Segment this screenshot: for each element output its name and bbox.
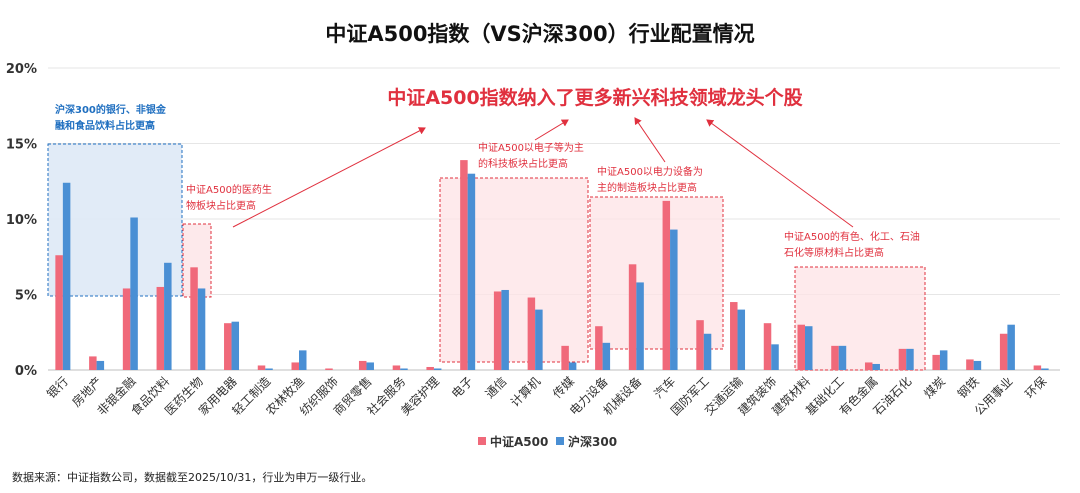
bar-csi-a500-24 <box>864 362 873 370</box>
bar-csi-300-11 <box>433 368 442 370</box>
x-tick-label: 钢铁 <box>955 374 982 401</box>
bar-csi-a500-18 <box>662 200 671 370</box>
x-axis-ticks: 银行房地产非银金融食品饮料医药生物家用电器轻工制造农林牧渔纺织服饰商贸零售社会服… <box>44 374 1049 419</box>
bar-csi-a500-4 <box>190 267 198 370</box>
bar-csi-a500-21 <box>763 323 772 370</box>
bar-csi-300-15 <box>568 362 577 370</box>
bar-csi-300-28 <box>1007 324 1015 370</box>
pharma-note-line-1: 中证A500的医药生 <box>186 183 272 196</box>
y-tick-label: 5% <box>15 289 37 304</box>
blue-note-line-1: 沪深300的银行、非银金 <box>55 103 167 116</box>
mfg-note-line-2: 主的制造板块占比更高 <box>597 181 697 194</box>
bar-csi-a500-26 <box>932 354 940 370</box>
x-tick-label: 汽车 <box>651 374 679 402</box>
headline-annotation: 中证A500指数纳入了更多新兴科技领域龙头个股 <box>387 86 802 109</box>
x-tick-label: 电子 <box>449 374 476 401</box>
x-tick-label: 传媒 <box>549 374 577 402</box>
bar-csi-a500-9 <box>358 360 367 370</box>
bar-csi-300-4 <box>197 288 206 370</box>
bar-csi-a500-6 <box>257 365 266 370</box>
bar-csi-a500-22 <box>797 324 805 370</box>
bar-csi-a500-13 <box>493 291 502 370</box>
bar-csi-a500-5 <box>224 323 232 370</box>
pharma-note-line-2: 物板块占比更高 <box>186 199 256 212</box>
source-note: 数据来源：中证指数公司，数据截至2025/10/31，行业为申万一级行业。 <box>12 470 372 484</box>
bar-csi-300-24 <box>872 363 880 370</box>
bar-csi-300-23 <box>838 345 847 370</box>
y-tick-label: 10% <box>6 213 37 228</box>
blue-note-line-2: 融和食品饮料占比更高 <box>55 119 155 132</box>
bar-series <box>55 160 1049 370</box>
arrow-pharma <box>232 127 426 228</box>
y-tick-label: 20% <box>6 62 37 77</box>
arrow-manufacturing <box>634 117 666 163</box>
bar-csi-300-9 <box>366 362 374 370</box>
bar-csi-300-1 <box>96 360 105 370</box>
bar-csi-300-2 <box>130 217 138 370</box>
bar-csi-300-20 <box>737 309 746 370</box>
bar-csi-300-25 <box>906 348 914 370</box>
bar-csi-a500-11 <box>426 366 434 370</box>
bar-csi-a500-25 <box>898 348 907 370</box>
chart-title: 中证A500指数（VS沪深300）行业配置情况 <box>325 22 754 46</box>
bar-csi-a500-12 <box>460 160 468 370</box>
bar-csi-a500-17 <box>628 264 637 370</box>
bar-csi-a500-2 <box>122 288 131 370</box>
y-axis-ticks: 0% 5% 10% 15% 20% <box>6 62 37 379</box>
bar-csi-a500-19 <box>696 320 704 370</box>
x-tick-label: 通信 <box>483 374 510 401</box>
tech-note-line-2: 的科技板块占比更高 <box>478 157 568 170</box>
bar-csi-300-13 <box>501 289 509 370</box>
x-tick-label: 计算机 <box>507 374 543 410</box>
legend-label-csi-a500: 中证A500 <box>490 434 548 449</box>
bar-csi-a500-0 <box>55 255 63 370</box>
bar-csi-a500-15 <box>561 345 569 370</box>
bar-csi-300-6 <box>265 368 273 370</box>
mfg-note-line-1: 中证A500以电力设备为 <box>597 165 703 178</box>
bar-csi-a500-10 <box>392 365 401 370</box>
x-tick-label: 环保 <box>1022 374 1049 401</box>
bar-csi-a500-28 <box>999 333 1008 370</box>
bar-csi-a500-1 <box>89 356 97 370</box>
legend-label-csi-300: 沪深300 <box>568 434 617 449</box>
bar-csi-300-26 <box>939 350 948 370</box>
arrow-tech <box>534 119 569 141</box>
bar-csi-300-21 <box>771 344 779 370</box>
y-tick-label: 15% <box>6 138 37 153</box>
bar-csi-a500-7 <box>291 362 299 370</box>
bar-csi-300-22 <box>805 326 813 370</box>
bar-csi-a500-8 <box>325 368 333 370</box>
x-tick-label: 银行 <box>44 374 71 401</box>
bar-csi-300-16 <box>602 342 611 370</box>
x-tick-label: 煤炭 <box>921 374 948 401</box>
bar-csi-300-0 <box>62 182 71 370</box>
bar-csi-300-19 <box>703 333 712 370</box>
bar-csi-a500-14 <box>527 297 536 370</box>
bar-csi-300-12 <box>467 173 476 370</box>
bar-csi-300-27 <box>973 360 982 370</box>
tech-note-line-1: 中证A500以电子等为主 <box>478 141 584 154</box>
legend-swatch-csi-300 <box>556 437 564 445</box>
y-tick-label: 0% <box>15 364 37 379</box>
legend-swatch-csi-a500 <box>478 437 486 445</box>
materials-note-line-2: 石化等原材料占比更高 <box>784 246 884 259</box>
bar-csi-a500-27 <box>966 359 974 370</box>
bar-csi-a500-16 <box>595 326 603 370</box>
bar-csi-300-14 <box>535 309 543 370</box>
bar-csi-a500-29 <box>1033 365 1042 370</box>
bar-csi-a500-20 <box>730 302 738 370</box>
bar-csi-300-29 <box>1041 368 1049 370</box>
bar-csi-300-18 <box>670 229 678 370</box>
arrow-materials <box>706 119 854 228</box>
bar-csi-300-17 <box>636 282 644 370</box>
materials-note-line-1: 中证A500的有色、化工、石油 <box>784 230 920 243</box>
bar-csi-300-5 <box>231 321 240 370</box>
bar-csi-a500-23 <box>831 345 839 370</box>
bar-csi-300-7 <box>299 350 307 370</box>
legend: 中证A500 沪深300 <box>478 434 617 449</box>
bar-csi-a500-3 <box>156 286 165 370</box>
bar-csi-300-10 <box>400 368 408 370</box>
bar-csi-300-3 <box>164 262 172 370</box>
